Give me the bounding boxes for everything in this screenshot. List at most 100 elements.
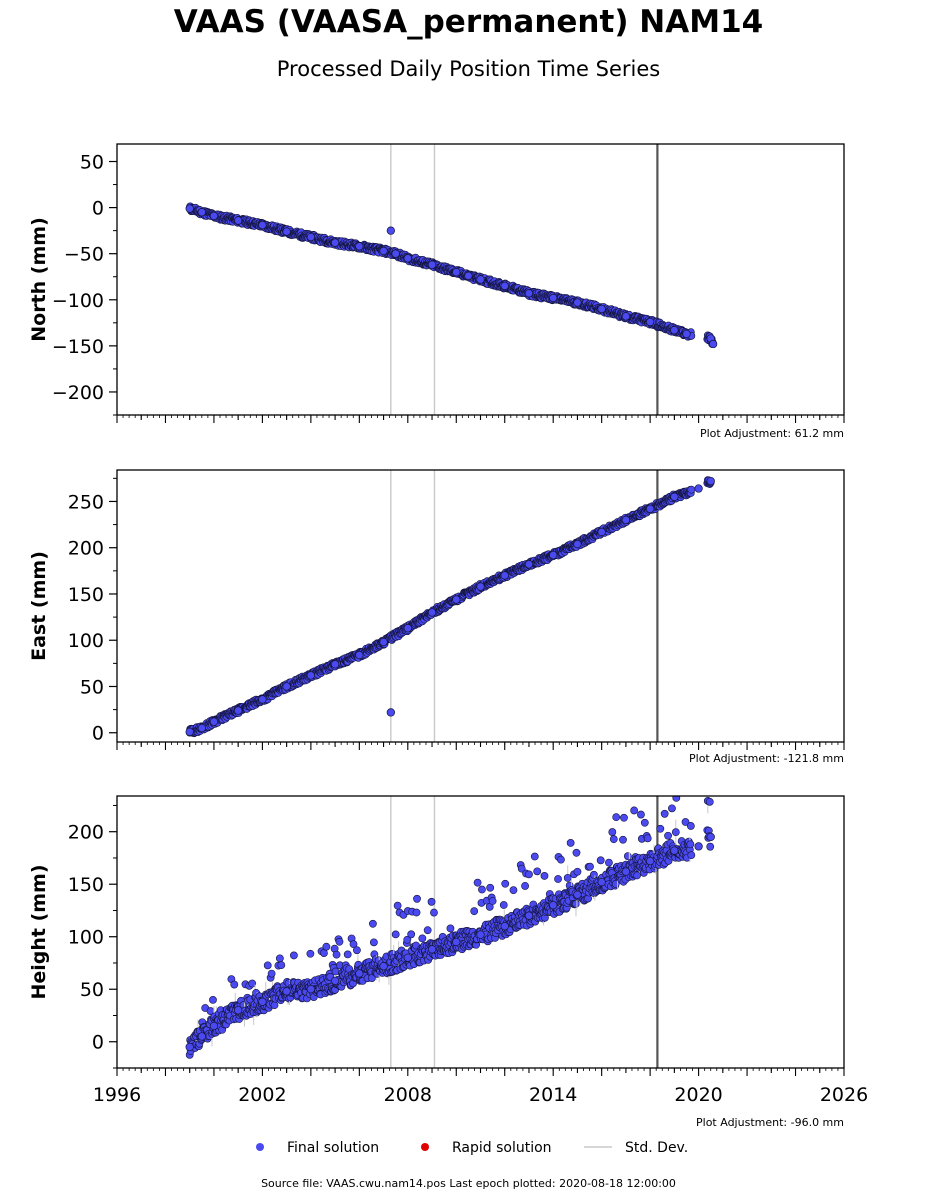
- data-point: [586, 862, 594, 871]
- source-line: Source file: VAAS.cwu.nam14.pos Last epo…: [261, 1177, 676, 1190]
- data-point: [277, 961, 286, 970]
- data-point: [248, 979, 257, 988]
- x-tick-label: 2020: [674, 1084, 722, 1106]
- data-point: [672, 796, 681, 802]
- data-point: [391, 249, 400, 258]
- data-point: [230, 980, 239, 989]
- data-point: [500, 281, 509, 291]
- data-point: [197, 208, 206, 217]
- data-point: [687, 485, 696, 494]
- data-point: [263, 961, 272, 970]
- data-point: [668, 804, 676, 813]
- y-tick-label: −100: [52, 290, 104, 312]
- data-point: [620, 813, 628, 822]
- data-point: [413, 894, 421, 903]
- y-tick-label: 50: [80, 979, 104, 1001]
- x-tick-label: 1996: [93, 1084, 141, 1106]
- data-point: [501, 879, 510, 888]
- data-point: [306, 232, 316, 242]
- data-point: [446, 924, 455, 933]
- data-point: [563, 873, 572, 882]
- data-point: [306, 985, 316, 994]
- data-point: [209, 996, 217, 1004]
- data-point: [612, 813, 621, 822]
- data-point: [185, 204, 194, 213]
- data-point: [209, 717, 219, 726]
- data-point: [630, 806, 639, 815]
- data-point: [621, 515, 631, 525]
- y-axis-label: East (mm): [28, 551, 50, 661]
- data-point: [486, 883, 495, 892]
- data-point: [330, 660, 340, 669]
- panel-height: 200 150 100 50 0 1996 2002 2008 2014 2020 2026 Heig…: [28, 767, 868, 1129]
- data-point: [403, 953, 412, 962]
- data-point: [430, 908, 438, 917]
- legend-label: Final solution: [287, 1140, 379, 1156]
- data-point: [619, 835, 627, 844]
- data-point: [521, 882, 529, 890]
- daily-solutions: [185, 767, 715, 1059]
- plot-area: [185, 144, 718, 415]
- data-point: [234, 706, 243, 715]
- data-point: [640, 818, 649, 827]
- data-point: [476, 275, 485, 284]
- legend: Final solution Rapid solution Std. Dev.: [256, 1140, 688, 1156]
- data-point: [306, 671, 316, 680]
- data-point: [705, 797, 714, 806]
- data-point: [470, 907, 479, 916]
- data-point: [687, 851, 696, 860]
- x-tick-label: 2026: [820, 1084, 868, 1106]
- data-point: [706, 832, 715, 842]
- data-point: [452, 595, 461, 604]
- data-point: [597, 304, 606, 314]
- data-point: [609, 835, 618, 844]
- data-point: [349, 940, 358, 949]
- y-tick-label: 150: [68, 874, 104, 896]
- data-point: [533, 867, 542, 876]
- data-point: [355, 242, 364, 251]
- data-point: [524, 560, 534, 569]
- y-tick-label: 0: [92, 1032, 104, 1054]
- legend-item: Final solution: [256, 1140, 379, 1156]
- data-point: [478, 885, 486, 894]
- data-point: [270, 1001, 279, 1010]
- data-point: [391, 930, 400, 939]
- plot-area: [185, 767, 715, 1068]
- data-point: [621, 867, 631, 876]
- data-point: [499, 901, 508, 909]
- data-point: [656, 824, 665, 833]
- data-point: [557, 855, 565, 864]
- data-point: [549, 293, 558, 303]
- data-point: [393, 901, 402, 910]
- y-axis-label: North (mm): [28, 217, 50, 342]
- y-tick-label: 50: [80, 676, 104, 698]
- data-point: [621, 312, 631, 321]
- data-point: [566, 839, 575, 847]
- data-point: [597, 877, 606, 887]
- x-tick-label: 2008: [384, 1084, 432, 1106]
- data-point: [706, 476, 715, 486]
- data-point: [379, 637, 388, 647]
- data-point: [500, 922, 509, 931]
- data-point: [670, 492, 679, 501]
- data-point: [707, 767, 714, 774]
- data-point: [694, 842, 703, 851]
- data-point: [335, 937, 344, 946]
- y-tick-label: 50: [80, 152, 104, 174]
- data-point: [197, 723, 206, 733]
- data-point: [368, 974, 376, 982]
- legend-label: Std. Dev.: [625, 1140, 688, 1156]
- data-point: [258, 220, 267, 230]
- y-tick-label: 150: [68, 584, 104, 606]
- x-tick-label: 2014: [529, 1084, 577, 1106]
- data-point: [596, 856, 605, 865]
- data-point: [185, 1042, 194, 1052]
- data-point: [412, 908, 421, 917]
- data-point: [524, 289, 534, 298]
- data-point: [452, 937, 461, 947]
- data-point: [330, 976, 340, 985]
- data-point: [369, 919, 377, 928]
- data-point: [427, 945, 437, 954]
- data-point: [267, 969, 276, 978]
- data-point: [517, 864, 526, 873]
